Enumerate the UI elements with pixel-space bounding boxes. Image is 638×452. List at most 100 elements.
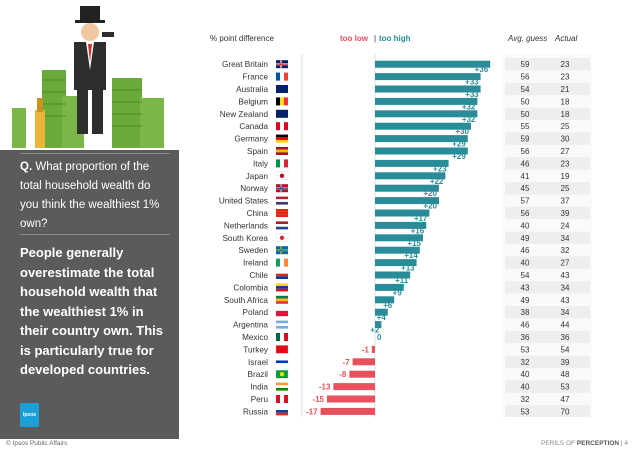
flag-stripe [276,360,288,364]
flag-stripe [276,363,288,366]
flag-stripe [276,258,280,267]
country-label: Germany [234,135,269,144]
too-low-label: too low [340,34,368,43]
value-label: +20 [423,202,437,211]
flag-stripe [276,152,288,155]
avg-guess-value: 49 [521,234,530,243]
flag-stripe [276,385,288,388]
flag-stripe [276,410,288,413]
country-label: Japan [246,172,269,181]
bar [375,172,446,180]
bar [375,221,427,229]
value-label: +29 [452,152,466,161]
bar [320,407,375,415]
value-label: +36 [475,65,489,74]
country-label: Netherlands [224,221,268,230]
footer-copyright: © Ipsos Public Affairs [6,440,68,447]
actual-value: 18 [561,110,570,119]
country-label: Mexico [242,333,268,342]
avg-guess-value: 56 [521,209,530,218]
value-label: +32 [462,115,476,124]
bar [333,383,375,391]
flag-stripe [276,273,288,277]
flag-stripe [276,308,288,311]
illustration [0,0,179,150]
flag-stripe [276,276,288,279]
flag-stripe [276,357,288,361]
value-label: +23 [433,164,447,173]
avg-guess-value: 54 [521,85,530,94]
actual-value: 43 [561,296,570,305]
question-body: What proportion of the total household w… [20,161,160,230]
value-label: +30 [455,127,469,136]
flag-stripe [276,395,280,403]
actual-value: 47 [561,395,570,404]
flag-stripe [276,209,288,212]
flag-stripe [284,122,288,131]
actual-value: 21 [561,85,570,94]
bar [375,246,420,254]
country-label: Argentina [233,321,268,330]
actual-value: 19 [561,172,570,181]
bar [375,296,395,304]
bar [375,122,471,130]
country-label: Peru [251,395,269,404]
table-row-bg [505,231,590,244]
value-label: +33 [465,90,479,99]
ipsos-logo: Ipsos [20,403,39,427]
bar [375,209,430,217]
flag-stripe [276,149,288,153]
table-row-bg [505,132,590,145]
separator: | [374,34,377,43]
flag-stripe [276,325,288,329]
avg-guess-value: 55 [521,122,530,131]
flag-stripe [276,85,280,93]
value-label: +29 [452,140,466,149]
actual-value: 23 [561,159,570,168]
flag-stripe [276,122,280,131]
country-label: Norway [240,184,269,193]
flag-stripe [276,134,288,138]
avg-guess-value: 41 [521,172,530,181]
value-label: +14 [404,251,418,260]
flag-stripe [276,199,288,202]
flag-stripe [280,97,284,106]
avg-guess-value: 59 [521,135,530,144]
flag-emblem [279,173,285,178]
flag-stripe [276,313,288,317]
table-row-bg [505,355,590,368]
flag-stripe [276,72,280,81]
bar [375,97,478,105]
value-label: +4 [377,313,387,322]
avg-guess-value: 46 [521,246,530,255]
perception-chart: Great Britain +36 59 23 France +33 56 23 Austral… [219,54,592,417]
country-label: Australia [236,85,268,94]
flag-stripe [284,72,288,81]
flag-stripe [280,109,284,118]
country-label: Sweden [238,246,268,255]
value-label: +9 [393,288,403,297]
flag-stripe [280,85,284,93]
footer-brand-bold: PERCEPTION [576,440,620,447]
avg-guess-value: 59 [521,60,530,69]
table-row-bg [505,157,590,170]
table-row-bg [505,256,590,269]
value-label: -13 [319,383,331,392]
value-label: +20 [423,189,437,198]
footer-brand-prefix: PERILS OF [541,440,575,447]
country-label: Russia [243,407,268,416]
country-label: Israel [248,358,268,367]
flag-cross-inner-h [276,249,288,251]
flag-stripe [276,407,288,411]
pct-diff-header: % point difference [210,34,274,43]
flag-stripe [276,382,288,386]
actual-value: 32 [561,246,570,255]
value-label: +11 [395,276,409,285]
bar [371,345,375,353]
avg-guess-value: 56 [521,73,530,82]
avg-guess-value: 40 [521,221,530,230]
flag-stripe [276,286,288,289]
footer-brand: PERILS OF PERCEPTION | 4 [541,440,628,447]
bar [375,308,388,316]
page-number: 4 [624,440,628,447]
